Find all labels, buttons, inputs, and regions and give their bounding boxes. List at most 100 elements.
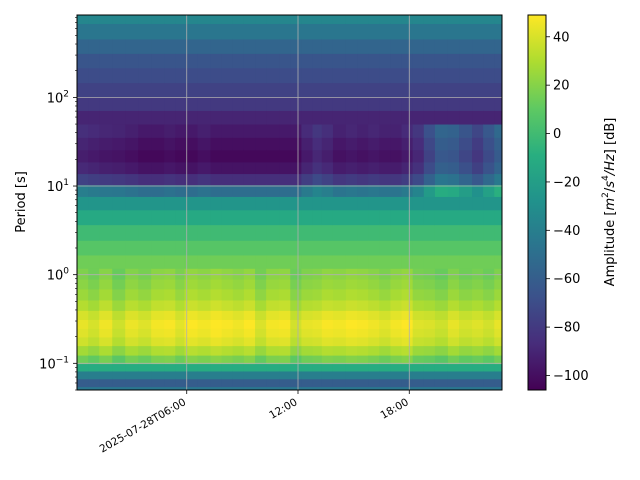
heatmap-cell bbox=[321, 370, 334, 380]
heatmap-cell bbox=[312, 38, 323, 54]
heatmap-cell bbox=[232, 196, 245, 211]
heatmap-cell bbox=[472, 299, 484, 311]
heatmap-cell bbox=[321, 82, 334, 98]
heatmap-cell bbox=[77, 370, 89, 380]
heatmap-cell bbox=[232, 268, 245, 280]
heatmap-cell bbox=[210, 38, 223, 54]
heatmap-cell bbox=[494, 137, 502, 151]
heatmap-cell bbox=[243, 53, 256, 69]
heatmap-cell bbox=[321, 38, 334, 54]
heatmap-cell bbox=[312, 149, 323, 163]
heatmap-cell bbox=[125, 355, 139, 365]
heatmap-cell bbox=[255, 268, 267, 280]
heatmap-cell bbox=[175, 336, 186, 347]
heatmap-cell bbox=[290, 254, 302, 269]
heatmap-cell bbox=[447, 319, 460, 329]
heatmap-cell bbox=[472, 38, 484, 54]
heatmap-cell bbox=[151, 15, 165, 24]
heatmap-cell bbox=[345, 53, 358, 69]
heatmap-cell bbox=[112, 328, 126, 338]
heatmap-cell bbox=[459, 355, 473, 365]
heatmap-cell bbox=[197, 149, 212, 163]
heatmap-cell bbox=[279, 319, 291, 329]
heatmap-cell bbox=[77, 15, 89, 24]
heatmap-cell bbox=[312, 224, 323, 241]
heatmap-cell bbox=[164, 15, 176, 24]
heatmap-cell bbox=[164, 310, 176, 320]
heatmap-cell bbox=[301, 240, 314, 256]
heatmap-cell bbox=[221, 82, 234, 98]
heatmap-cell bbox=[332, 336, 347, 347]
heatmap-cell bbox=[138, 240, 152, 256]
heatmap-cell bbox=[290, 82, 302, 98]
heatmap-cell bbox=[379, 110, 392, 125]
heatmap-cell bbox=[255, 345, 267, 356]
heatmap-cell bbox=[423, 97, 436, 111]
heatmap-cell bbox=[459, 328, 473, 338]
heatmap-cell bbox=[368, 336, 380, 347]
heatmap-cell bbox=[210, 53, 223, 69]
heatmap-cell bbox=[412, 137, 425, 151]
heatmap-cell bbox=[345, 370, 358, 380]
heatmap-cell bbox=[472, 386, 484, 390]
heatmap-cell bbox=[99, 173, 113, 186]
heatmap-cell bbox=[138, 386, 152, 390]
heatmap-cell bbox=[321, 386, 334, 390]
heatmap-cell bbox=[279, 184, 291, 197]
heatmap-cell bbox=[210, 254, 223, 269]
heatmap-cell bbox=[175, 173, 186, 186]
heatmap-cell bbox=[221, 355, 234, 365]
heatmap-cell bbox=[483, 82, 495, 98]
heatmap-cell bbox=[494, 278, 502, 290]
heatmap-cell bbox=[266, 355, 280, 365]
heatmap-cell bbox=[112, 336, 126, 347]
heatmap-cell bbox=[390, 345, 403, 356]
heatmap-cell bbox=[88, 378, 100, 388]
heatmap-cell bbox=[99, 386, 113, 390]
heatmap-cell bbox=[368, 254, 380, 269]
heatmap-cell bbox=[434, 378, 449, 388]
heatmap-cell bbox=[279, 161, 291, 175]
heatmap-cell bbox=[175, 23, 186, 40]
heatmap-cell bbox=[401, 278, 414, 290]
heatmap-cell bbox=[301, 299, 314, 311]
heatmap-cell bbox=[494, 209, 502, 226]
heatmap-cell bbox=[88, 386, 100, 390]
heatmap-cell bbox=[423, 278, 436, 290]
heatmap-cell bbox=[164, 67, 176, 84]
heatmap-cell bbox=[459, 184, 473, 197]
heatmap-cell bbox=[88, 97, 100, 111]
heatmap-cell bbox=[401, 378, 414, 388]
heatmap-cell bbox=[77, 224, 89, 241]
heatmap-cell bbox=[266, 184, 280, 197]
heatmap-cell bbox=[184, 184, 199, 197]
heatmap-cell bbox=[77, 336, 89, 347]
heatmap-cell bbox=[164, 254, 176, 269]
heatmap-cell bbox=[243, 299, 256, 311]
heatmap-cell bbox=[459, 173, 473, 186]
heatmap-cell bbox=[138, 209, 152, 226]
heatmap-cell bbox=[472, 97, 484, 111]
heatmap-cell bbox=[290, 386, 302, 390]
heatmap-cell bbox=[312, 15, 323, 24]
heatmap-cell bbox=[197, 224, 212, 241]
heatmap-cell bbox=[401, 23, 414, 40]
heatmap-cell bbox=[197, 254, 212, 269]
heatmap-cell bbox=[368, 310, 380, 320]
heatmap-cell bbox=[266, 240, 280, 256]
heatmap-cell bbox=[412, 370, 425, 380]
heatmap-cell bbox=[483, 386, 495, 390]
heatmap-cell bbox=[447, 345, 460, 356]
heatmap-cell bbox=[125, 184, 139, 197]
heatmap-cell bbox=[368, 328, 380, 338]
heatmap-cell bbox=[232, 299, 245, 311]
heatmap-cell bbox=[379, 82, 392, 98]
heatmap-cell bbox=[125, 82, 139, 98]
heatmap-cell bbox=[345, 268, 358, 280]
heatmap-cell bbox=[210, 268, 223, 280]
colorbar-ticks: −100 −80 −60 −40 −20 0 20 40 bbox=[546, 30, 589, 384]
heatmap-cell bbox=[390, 278, 403, 290]
heatmap-cell bbox=[184, 224, 199, 241]
heatmap-cell bbox=[88, 110, 100, 125]
heatmap-cell bbox=[472, 161, 484, 175]
